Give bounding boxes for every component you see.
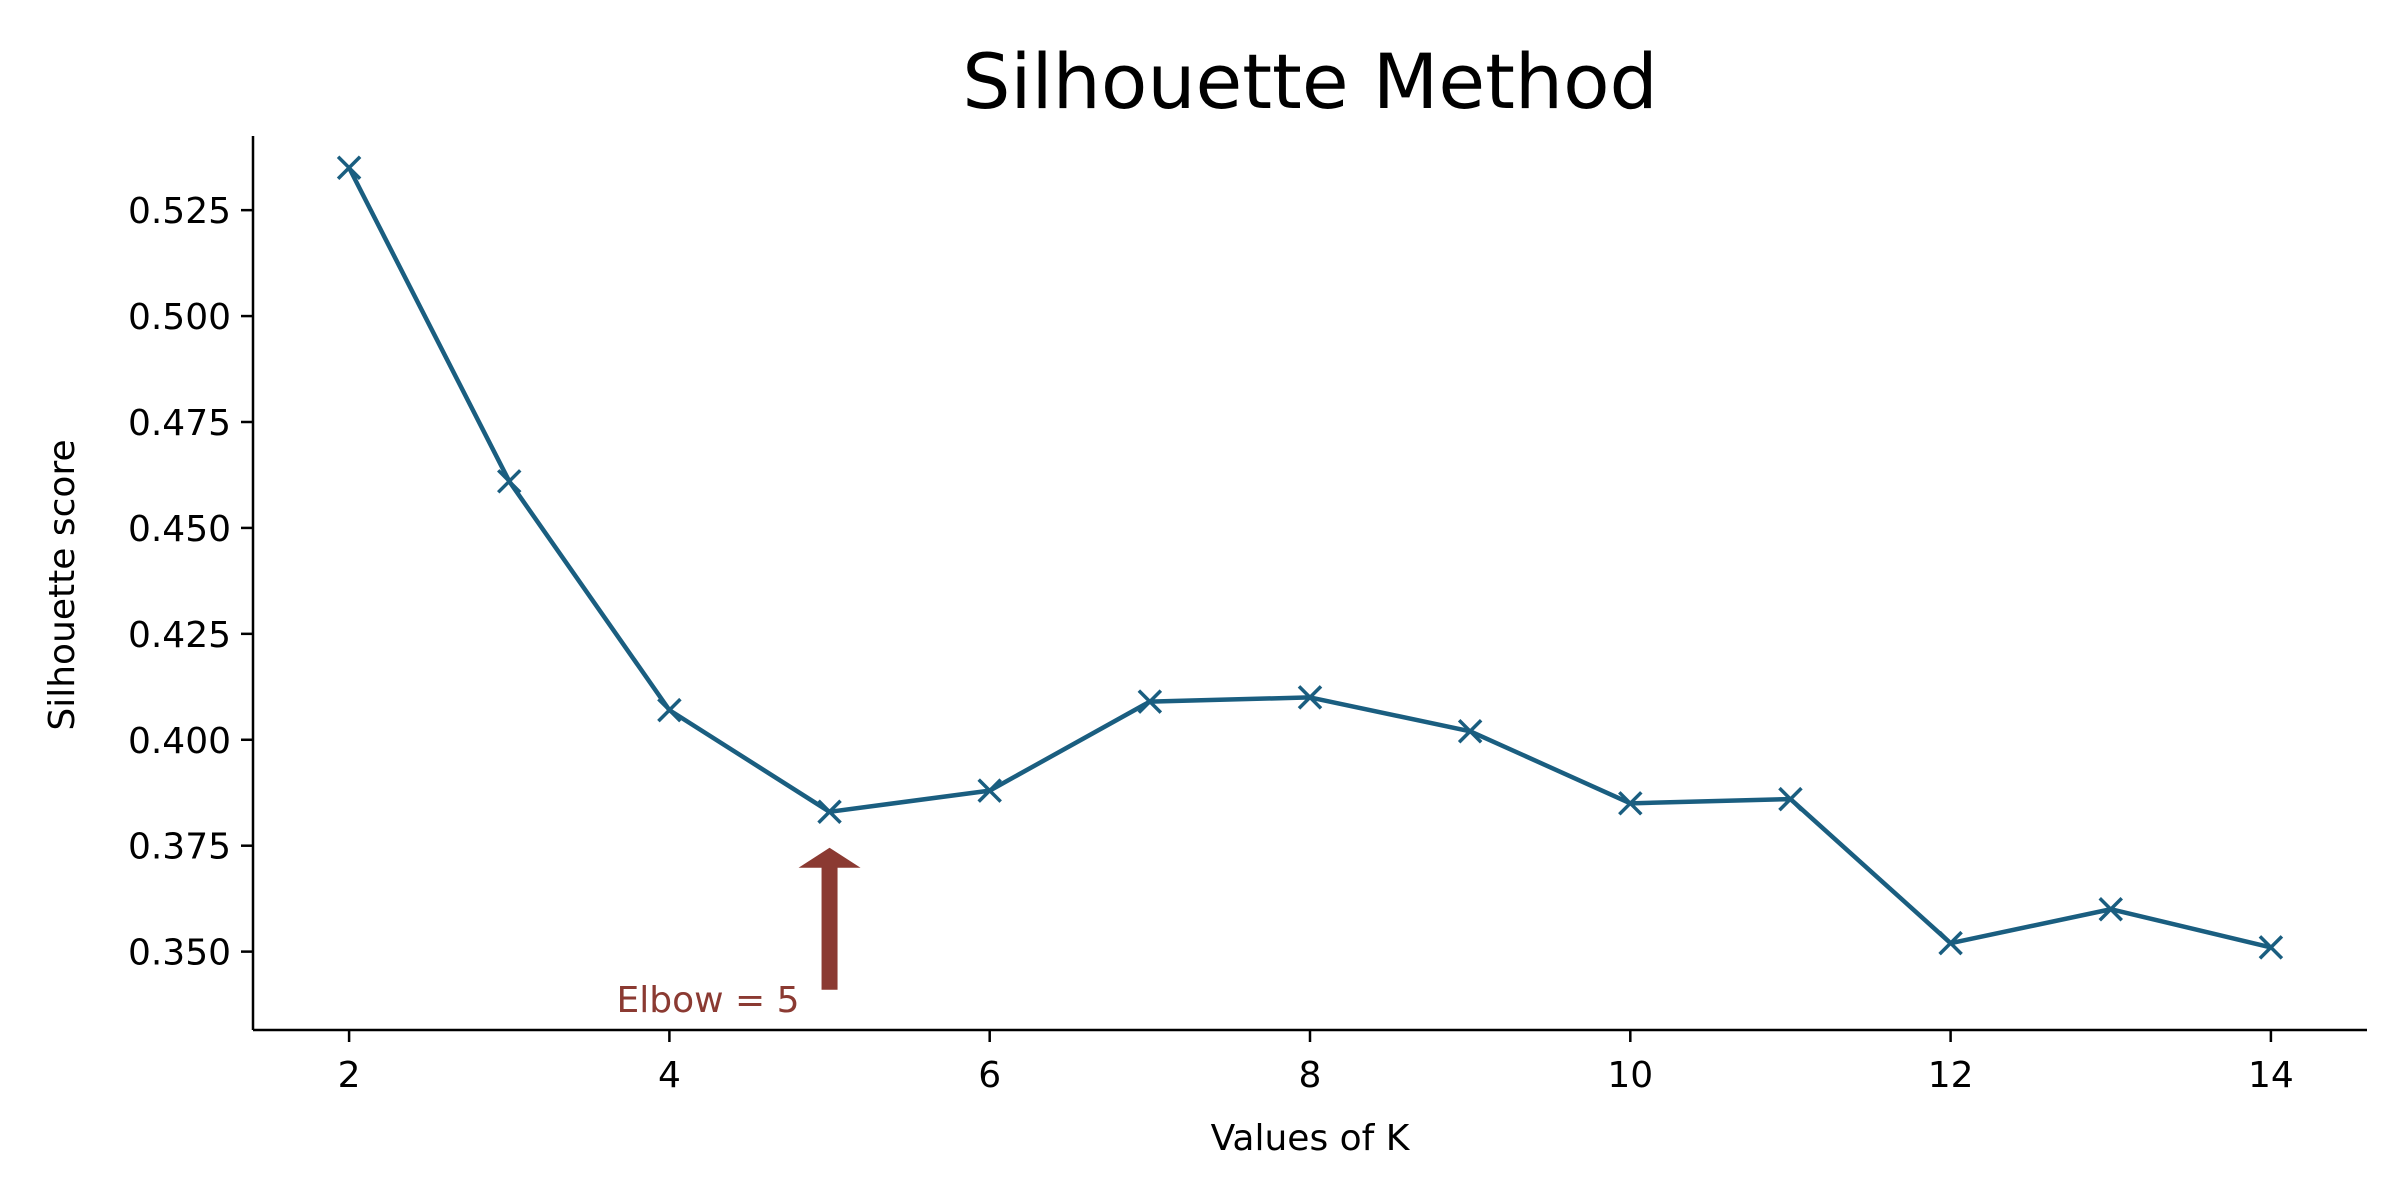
x-axis-label: Values of K <box>1211 1118 1411 1159</box>
x-tick-label: 6 <box>978 1055 1001 1096</box>
y-tick-label: 0.400 <box>128 721 231 762</box>
y-tick-label: 0.375 <box>128 827 231 868</box>
series-layer <box>336 155 2284 960</box>
data-point <box>2258 935 2284 960</box>
data-point <box>1457 719 1483 744</box>
data-point <box>1618 791 1643 816</box>
data-point <box>1938 930 1963 956</box>
x-tick-label: 10 <box>1607 1055 1653 1096</box>
data-point <box>497 469 522 494</box>
y-tick-label: 0.525 <box>128 191 231 232</box>
y-axis-label: Silhouette score <box>42 439 83 730</box>
y-ticks: 0.350 0.375 0.400 0.425 0.450 0.475 0.500 0.525 <box>128 191 253 974</box>
y-tick-label: 0.450 <box>128 509 231 550</box>
elbow-arrow <box>798 847 861 990</box>
data-point <box>1137 689 1163 714</box>
series-line <box>347 166 2272 950</box>
x-tick-label: 12 <box>1928 1055 1974 1096</box>
data-point <box>817 799 842 825</box>
data-point <box>1297 685 1323 710</box>
x-tick-label: 8 <box>1299 1055 1322 1096</box>
x-tick-label: 14 <box>2248 1055 2294 1096</box>
elbow-annotation-label: Elbow = 5 <box>617 980 800 1021</box>
y-tick-label: 0.425 <box>128 615 231 656</box>
elbow-annotation: Elbow = 5 <box>617 847 861 1021</box>
y-tick-label: 0.350 <box>128 933 231 974</box>
data-point <box>657 697 682 723</box>
axes <box>251 136 2367 1032</box>
data-point <box>336 155 362 181</box>
y-tick-label: 0.500 <box>128 297 231 338</box>
data-point <box>977 778 1002 803</box>
data-point <box>1778 786 1803 812</box>
x-tick-label: 2 <box>338 1055 361 1096</box>
data-point <box>2098 897 2123 922</box>
y-tick-label: 0.475 <box>128 403 231 444</box>
x-ticks: 2 4 6 8 10 12 14 <box>338 1030 2294 1096</box>
x-tick-label: 4 <box>658 1055 681 1096</box>
chart-title: Silhouette Method <box>962 37 1658 126</box>
